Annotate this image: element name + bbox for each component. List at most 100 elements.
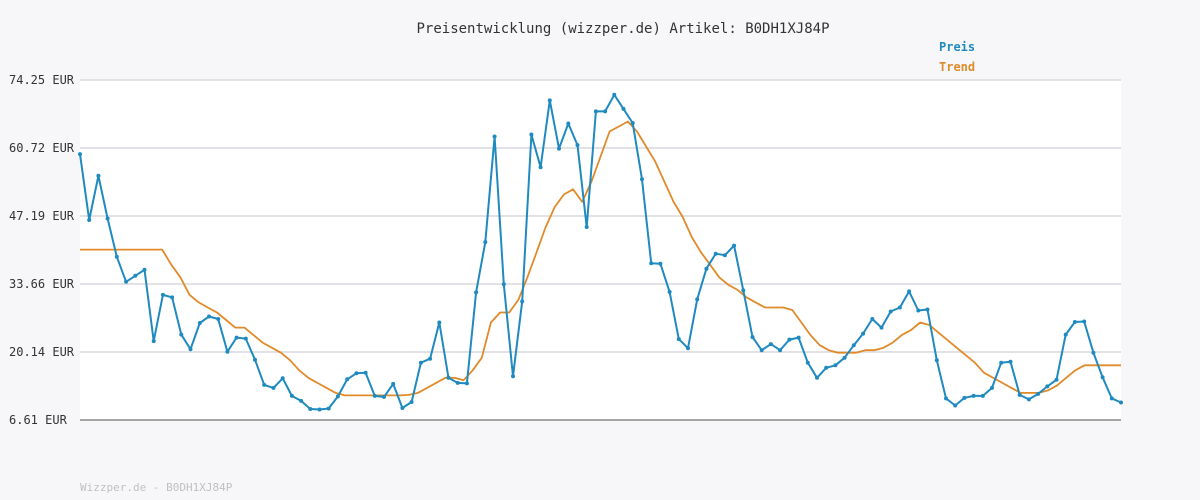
preis-data-point bbox=[335, 394, 340, 399]
preis-data-point bbox=[1063, 332, 1068, 337]
preis-data-point bbox=[289, 393, 294, 398]
preis-data-point bbox=[142, 267, 147, 272]
preis-data-point bbox=[704, 266, 709, 271]
preis-data-point bbox=[428, 356, 433, 361]
preis-data-point bbox=[372, 393, 377, 398]
y-tick-label: 6.61 EUR bbox=[9, 413, 68, 427]
y-tick-label: 74.25 EUR bbox=[9, 73, 75, 87]
footer-watermark: Wizzper.de - B0DH1XJ84P bbox=[80, 481, 233, 494]
preis-data-point bbox=[787, 337, 792, 342]
preis-data-point bbox=[566, 121, 571, 126]
y-tick-label: 20.14 EUR bbox=[9, 345, 75, 359]
preis-data-point bbox=[160, 292, 165, 297]
preis-data-point bbox=[658, 261, 663, 266]
preis-data-point bbox=[133, 273, 138, 278]
preis-data-point bbox=[934, 358, 939, 363]
preis-data-point bbox=[124, 279, 129, 284]
preis-data-point bbox=[796, 335, 801, 340]
preis-data-point bbox=[520, 299, 525, 304]
preis-data-point bbox=[326, 406, 331, 411]
preis-data-point bbox=[1008, 359, 1013, 364]
preis-data-point bbox=[713, 251, 718, 256]
preis-data-point bbox=[529, 132, 534, 137]
legend-trend: Trend bbox=[939, 60, 975, 74]
y-tick-label: 33.66 EUR bbox=[9, 277, 75, 291]
preis-data-point bbox=[980, 393, 985, 398]
preis-data-point bbox=[345, 377, 350, 382]
preis-data-point bbox=[925, 307, 930, 312]
preis-data-point bbox=[1045, 384, 1050, 389]
preis-data-point bbox=[354, 371, 359, 376]
preis-data-point bbox=[492, 134, 497, 139]
preis-data-point bbox=[888, 309, 893, 314]
preis-data-point bbox=[778, 348, 783, 353]
grid bbox=[80, 79, 1121, 353]
preis-data-point bbox=[851, 343, 856, 348]
preis-data-point bbox=[649, 261, 654, 266]
preis-data-point bbox=[879, 325, 884, 330]
y-tick-label: 60.72 EUR bbox=[9, 141, 75, 155]
preis-data-point bbox=[593, 109, 598, 114]
preis-data-point bbox=[897, 305, 902, 310]
legend-preis: Preis bbox=[939, 40, 975, 54]
preis-data-point bbox=[676, 337, 681, 342]
preis-data-point bbox=[105, 216, 110, 221]
legend: Preis Trend bbox=[939, 40, 975, 74]
preis-data-point bbox=[695, 297, 700, 302]
preis-data-point bbox=[990, 385, 994, 390]
preis-data-point bbox=[999, 360, 1004, 365]
preis-data-point bbox=[1017, 392, 1022, 397]
preis-data-point bbox=[170, 295, 175, 300]
preis-data-point bbox=[1109, 396, 1114, 401]
preis-data-point bbox=[418, 360, 423, 365]
preis-data-point bbox=[299, 398, 304, 403]
preis-data-point bbox=[262, 382, 267, 387]
preis-data-point bbox=[1036, 391, 1041, 396]
preis-data-point bbox=[1082, 319, 1087, 324]
preis-data-point bbox=[78, 152, 82, 157]
chart-title: Preisentwicklung (wizzper.de) Artikel: B… bbox=[416, 21, 829, 37]
preis-data-point bbox=[686, 346, 690, 351]
preis-data-point bbox=[861, 331, 866, 336]
preis-data-point bbox=[1026, 397, 1031, 402]
preis-data-point bbox=[188, 347, 193, 352]
preis-data-point bbox=[575, 143, 580, 148]
preis-data-point bbox=[501, 282, 506, 287]
preis-data-point bbox=[557, 146, 561, 151]
preis-data-point bbox=[667, 289, 672, 294]
preis-data-point bbox=[1054, 377, 1059, 382]
preis-data-point bbox=[971, 393, 976, 398]
preis-data-point bbox=[308, 407, 313, 411]
preis-data-point bbox=[280, 376, 285, 381]
preis-data-point bbox=[243, 336, 248, 341]
y-tick-label: 47.19 EUR bbox=[9, 209, 75, 223]
preis-data-point bbox=[805, 360, 810, 365]
preis-data-point bbox=[612, 92, 617, 97]
preis-data-point bbox=[179, 332, 184, 337]
preis-data-point bbox=[833, 363, 838, 368]
preis-data-point bbox=[741, 288, 746, 293]
preis-data-point bbox=[916, 308, 921, 313]
preis-data-point bbox=[768, 342, 773, 347]
preis-data-point bbox=[225, 349, 230, 354]
preis-data-point bbox=[409, 400, 414, 404]
preis-data-point bbox=[1072, 320, 1077, 324]
preis-data-point bbox=[824, 365, 829, 370]
y-axis-tick-labels: 74.25 EUR 60.72 EUR 47.19 EUR 33.66 EUR 20.1… bbox=[9, 73, 75, 427]
preis-data-point bbox=[732, 243, 737, 248]
preis-data-point bbox=[842, 355, 847, 360]
preis-data-point bbox=[87, 218, 92, 222]
preis-data-point bbox=[953, 403, 958, 408]
preis-data-point bbox=[216, 317, 221, 321]
plot-area bbox=[80, 80, 1121, 420]
series-layer bbox=[78, 92, 1123, 412]
preis-data-point bbox=[363, 370, 368, 375]
preis-data-point bbox=[391, 381, 396, 386]
preis-data-point bbox=[962, 395, 967, 400]
preis-data-point bbox=[207, 314, 211, 319]
preis-data-point bbox=[446, 375, 451, 380]
preis-data-point bbox=[547, 98, 552, 103]
preis-data-point bbox=[317, 407, 322, 412]
preis-data-point bbox=[759, 348, 764, 353]
